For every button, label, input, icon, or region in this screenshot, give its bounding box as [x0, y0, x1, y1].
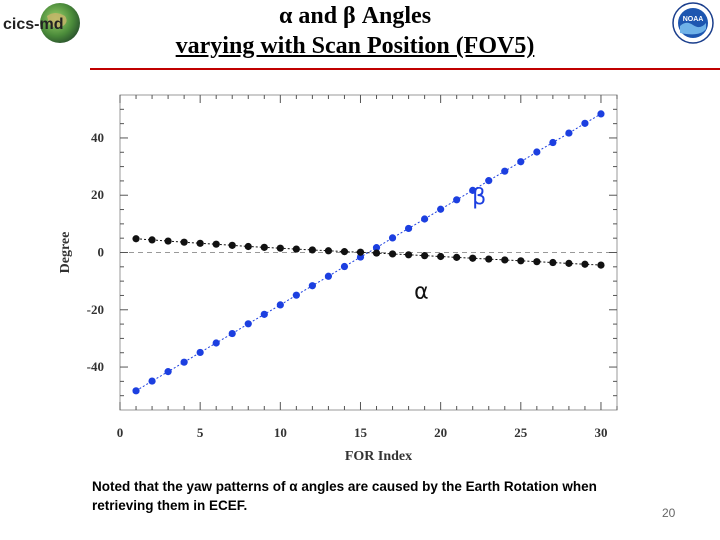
- data-point: [581, 260, 589, 268]
- data-point: [485, 177, 493, 185]
- data-point: [421, 215, 429, 223]
- data-point: [292, 291, 300, 299]
- data-point: [533, 258, 541, 266]
- x-tick-label: 30: [594, 425, 607, 440]
- data-point: [453, 196, 461, 204]
- x-tick-label: 25: [514, 425, 528, 440]
- data-point: [340, 248, 349, 256]
- data-point: [308, 282, 316, 290]
- data-point: [164, 368, 172, 376]
- data-point: [260, 243, 268, 251]
- chart-series: [132, 110, 605, 395]
- data-point: [132, 235, 140, 243]
- x-tick-label: 20: [434, 425, 447, 440]
- data-point: [228, 241, 236, 249]
- data-point: [469, 254, 477, 262]
- y-tick-label: 20: [91, 187, 104, 202]
- data-point: [196, 239, 204, 247]
- data-point: [517, 257, 525, 265]
- data-point: [276, 301, 284, 309]
- data-point: [276, 244, 284, 252]
- data-point: [148, 236, 156, 244]
- series-line: [135, 238, 601, 266]
- data-point: [148, 377, 156, 385]
- data-point: [485, 255, 493, 263]
- data-point: [581, 119, 589, 127]
- data-point: [180, 238, 188, 246]
- series-alpha: [132, 235, 605, 269]
- data-point: [597, 261, 605, 269]
- logo-text: cics-md: [3, 16, 63, 33]
- page-number: 20: [662, 506, 676, 520]
- data-point: [356, 248, 365, 256]
- cics-md-logo: cics-md: [2, 2, 82, 44]
- data-point: [292, 245, 300, 253]
- data-point: [388, 234, 397, 242]
- header-rule: [90, 68, 720, 70]
- y-tick-label: 0: [98, 245, 105, 260]
- data-point: [388, 250, 397, 258]
- noaa-logo-text: NOAA: [683, 16, 704, 23]
- data-point: [260, 310, 268, 318]
- data-point: [501, 167, 509, 175]
- data-point: [164, 237, 172, 245]
- data-point: [421, 252, 429, 260]
- chart-labels: 0 5 10 15 20 25 30 -40 -20 0 20 40 FOR Index Degree β α: [58, 130, 607, 464]
- data-point: [453, 253, 461, 261]
- x-tick-label: 15: [354, 425, 368, 440]
- y-tick-label: -40: [87, 359, 104, 374]
- x-tick-label: 10: [274, 425, 287, 440]
- data-point: [340, 262, 349, 271]
- data-point: [212, 240, 220, 248]
- x-tick-label: 0: [117, 425, 124, 440]
- y-axis-label: Degree: [58, 232, 73, 274]
- data-point: [372, 249, 381, 257]
- data-point: [404, 251, 413, 259]
- data-point: [132, 387, 140, 395]
- data-point: [404, 224, 413, 233]
- y-tick-label: -20: [87, 302, 104, 317]
- alpha-annotation: α: [414, 279, 429, 304]
- noaa-logo: NOAA: [672, 2, 714, 44]
- data-point: [597, 110, 605, 118]
- data-point: [308, 246, 316, 254]
- data-point: [437, 205, 445, 213]
- data-point: [437, 252, 445, 261]
- beta-annotation: β: [472, 185, 486, 210]
- data-point: [517, 158, 525, 166]
- data-point: [244, 320, 252, 328]
- data-point: [501, 256, 509, 264]
- slide-title-line1: α and β Angles: [278, 3, 432, 29]
- series-beta: [132, 110, 605, 395]
- data-point: [565, 129, 573, 137]
- x-axis-label: FOR Index: [345, 449, 412, 464]
- data-point: [372, 244, 381, 252]
- y-tick-label: 40: [91, 130, 104, 145]
- slide-title-line2: varying with Scan Position (FOV5): [175, 33, 535, 59]
- chart-ticks: [119, 95, 618, 410]
- footnote-text: Noted that the yaw patterns of α angles …: [92, 479, 597, 513]
- data-point: [244, 242, 252, 251]
- data-point: [212, 339, 220, 347]
- x-tick-label: 5: [197, 425, 204, 440]
- data-point: [228, 329, 236, 338]
- data-point: [196, 348, 204, 357]
- data-point: [324, 247, 333, 255]
- data-point: [565, 259, 573, 267]
- data-point: [549, 258, 557, 267]
- data-point: [469, 186, 477, 194]
- data-point: [324, 272, 333, 280]
- data-point: [549, 138, 557, 147]
- data-point: [180, 358, 188, 366]
- data-point: [533, 148, 541, 156]
